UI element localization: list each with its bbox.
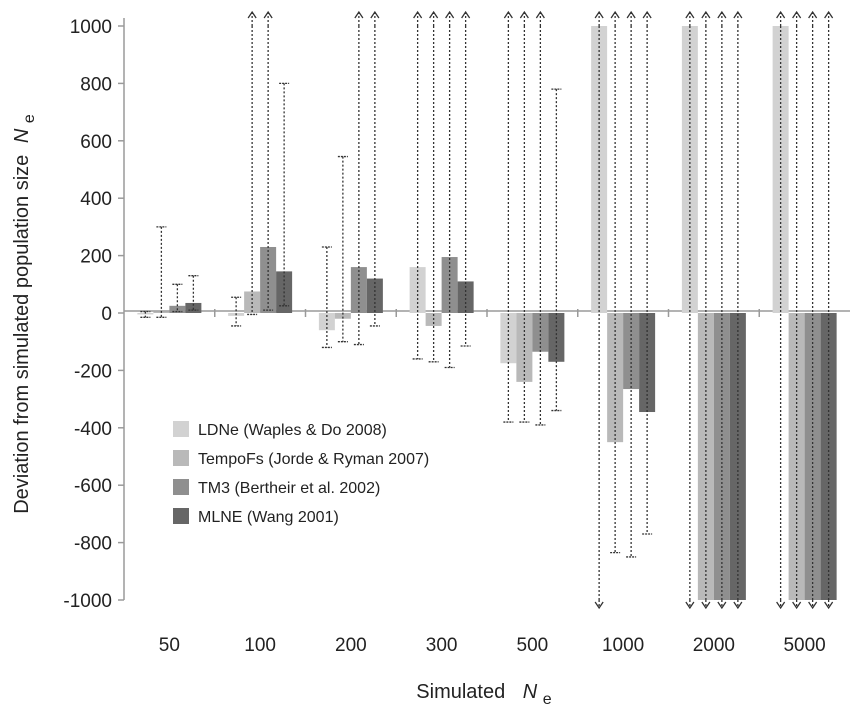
bar: [607, 313, 624, 443]
x-tick-label: 5000: [783, 635, 825, 656]
arrow-up-icon: [263, 10, 273, 19]
arrow-down-icon: [717, 601, 727, 610]
arrow-up-icon: [610, 10, 620, 19]
svg-text:Deviation from simulated popul: Deviation from simulated population size…: [11, 114, 38, 514]
arrow-up-icon: [733, 10, 743, 19]
bar: [788, 313, 805, 600]
x-axis-title: Simulated N e: [416, 681, 552, 708]
y-tick-label: -1000: [63, 591, 112, 612]
arrow-up-icon: [370, 10, 380, 19]
arrow-up-icon: [824, 10, 834, 19]
arrow-down-icon: [594, 601, 604, 610]
x-axis-title-main: Simulated: [416, 681, 505, 703]
y-axis-title-subscript: e: [21, 114, 38, 123]
x-tick-label: 50: [159, 635, 180, 656]
arrow-down-icon: [685, 601, 695, 610]
legend: LDNe (Waples & Do 2008) TempoFs (Jorde & …: [173, 421, 429, 526]
y-tick-label: -200: [74, 361, 112, 382]
legend-swatch: [173, 450, 189, 466]
arrow-up-icon: [626, 10, 636, 19]
x-tick-label: 500: [517, 635, 549, 656]
arrow-up-icon: [642, 10, 652, 19]
y-tick-label: 200: [80, 247, 112, 268]
y-tick-label: 0: [101, 304, 112, 325]
arrow-up-icon: [247, 10, 257, 19]
bar: [318, 313, 335, 331]
y-axis: 1000 800 600 400 200 0 -200 -400 -600 -800 -1000: [63, 17, 125, 612]
bars: [137, 26, 837, 600]
y-axis-title-symbol: N: [11, 128, 33, 143]
legend-label: TempoFs (Jorde & Ryman 2007): [198, 451, 429, 468]
x-axis-title-symbol: N: [523, 681, 538, 703]
arrow-up-icon: [445, 10, 455, 19]
legend-swatch: [173, 508, 189, 524]
y-axis-title: Deviation from simulated population size…: [11, 114, 38, 514]
bar: [772, 26, 789, 313]
x-axis-title-subscript: e: [543, 691, 552, 708]
bar: [334, 313, 351, 319]
arrow-up-icon: [354, 10, 364, 19]
arrow-up-icon: [535, 10, 545, 19]
bar: [137, 313, 154, 315]
bar: [804, 313, 821, 600]
y-tick-label: -800: [74, 534, 112, 555]
y-tick-label: -600: [74, 476, 112, 497]
bar: [681, 26, 698, 313]
bar: [532, 313, 549, 352]
arrow-down-icon: [776, 601, 786, 610]
y-tick-label: 400: [80, 189, 112, 210]
x-tick-label: 200: [335, 635, 367, 656]
x-tick-label: 1000: [602, 635, 644, 656]
arrow-down-icon: [792, 601, 802, 610]
arrow-up-icon: [429, 10, 439, 19]
y-tick-label: 1000: [70, 17, 112, 38]
legend-label: TM3 (Bertheir et al. 2002): [198, 480, 380, 497]
legend-swatch: [173, 479, 189, 495]
arrow-up-icon: [776, 10, 786, 19]
bar: [441, 257, 458, 313]
x-axis: 50 100 200 300 500 1000 2000 5000: [124, 309, 850, 656]
y-tick-label: 600: [80, 132, 112, 153]
arrow-up-icon: [808, 10, 818, 19]
legend-swatch: [173, 421, 189, 437]
y-tick-label: 800: [80, 74, 112, 95]
bar: [729, 313, 746, 600]
arrow-up-icon: [594, 10, 604, 19]
arrow-down-icon: [701, 601, 711, 610]
arrow-up-icon: [519, 10, 529, 19]
arrow-up-icon: [792, 10, 802, 19]
arrow-down-icon: [808, 601, 818, 610]
bar: [457, 281, 474, 313]
x-tick-label: 300: [426, 635, 458, 656]
legend-label: LDNe (Waples & Do 2008): [198, 422, 387, 439]
arrow-up-icon: [461, 10, 471, 19]
x-tick-label: 2000: [693, 635, 735, 656]
arrow-up-icon: [685, 10, 695, 19]
x-tick-label: 100: [244, 635, 276, 656]
arrow-up-icon: [503, 10, 513, 19]
y-axis-title-main: Deviation from simulated population size: [11, 155, 33, 514]
bar: [820, 313, 837, 600]
bar: [591, 26, 608, 313]
arrow-down-icon: [733, 601, 743, 610]
arrow-up-icon: [701, 10, 711, 19]
arrow-up-icon: [717, 10, 727, 19]
error-bars: [140, 10, 834, 610]
arrow-down-icon: [824, 601, 834, 610]
y-tick-label: -400: [74, 419, 112, 440]
bar: [713, 313, 730, 600]
arrow-up-icon: [413, 10, 423, 19]
bar: [697, 313, 714, 600]
legend-label: MLNE (Wang 2001): [198, 509, 339, 526]
